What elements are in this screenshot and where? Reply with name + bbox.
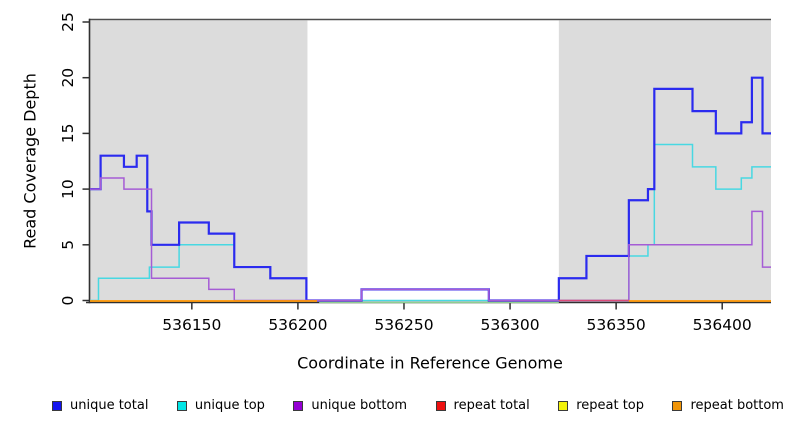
x-tick-label: 536350 <box>587 316 646 334</box>
legend-label: repeat bottom <box>690 398 784 413</box>
legend-swatch-repeat-bottom <box>672 400 683 411</box>
y-tick-label: 20 <box>59 68 77 88</box>
legend-item-unique-top: unique top <box>176 398 265 413</box>
legend-item-repeat-total: repeat total <box>435 398 530 413</box>
legend-label: unique top <box>194 398 265 413</box>
y-axis-title: Read Coverage Depth <box>20 73 40 249</box>
shaded-region <box>558 20 771 302</box>
x-tick-label: 536250 <box>374 316 433 334</box>
legend-label: unique total <box>70 398 149 413</box>
legend-label: repeat top <box>576 398 644 413</box>
x-tick-label: 536300 <box>480 316 539 334</box>
legend: unique total unique top unique bottom repea… <box>52 398 784 413</box>
legend-swatch-repeat-top <box>558 400 569 411</box>
coverage-plot-canvas: 0 5 10 15 20 25 536150 536200 536250 536300 536350… <box>59 12 771 334</box>
legend-item-repeat-top: repeat top <box>558 398 644 413</box>
legend-label: repeat total <box>453 398 530 413</box>
y-tick-label: 5 <box>59 240 77 250</box>
legend-swatch-repeat-total <box>435 400 446 411</box>
x-tick-label: 536150 <box>162 316 221 334</box>
legend-swatch-unique-total <box>52 400 62 411</box>
y-tick-label: 25 <box>59 12 77 32</box>
legend-item-unique-total: unique total <box>52 398 148 413</box>
shaded-region <box>90 20 308 302</box>
legend-item-unique-bottom: unique bottom <box>293 398 407 413</box>
x-axis-title: Coordinate in Reference Genome <box>297 353 563 373</box>
y-tick-label: 0 <box>59 296 77 306</box>
y-tick-label: 10 <box>59 179 77 199</box>
x-tick-label: 536400 <box>693 316 752 334</box>
legend-swatch-unique-bottom <box>293 400 304 411</box>
legend-swatch-unique-top <box>176 400 187 411</box>
legend-item-repeat-bottom: repeat bottom <box>672 398 784 413</box>
y-tick-label: 15 <box>59 124 77 144</box>
x-tick-label: 536200 <box>268 316 327 334</box>
legend-label: unique bottom <box>311 398 408 413</box>
